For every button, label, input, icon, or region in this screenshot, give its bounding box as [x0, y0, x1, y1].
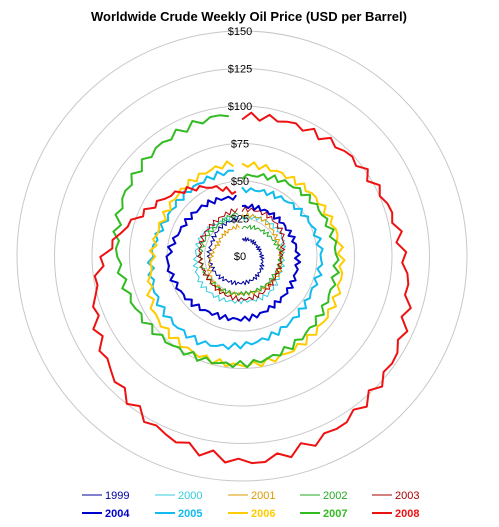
- legend-label: 2006: [251, 508, 275, 520]
- legend-item-2007: 2007: [300, 508, 347, 520]
- radial-tick-label: $50: [231, 176, 249, 188]
- radial-tick-label: $150: [228, 26, 252, 38]
- series-line-2003: [197, 206, 286, 302]
- legend-item-2004: 2004: [82, 508, 130, 520]
- legend-label: 1999: [105, 490, 129, 502]
- grid-ring-3: [129, 143, 355, 369]
- legend-item-2005: 2005: [155, 508, 202, 520]
- series-line-2007: [112, 114, 340, 369]
- legend-item-2008: 2008: [372, 508, 419, 520]
- grid-ring-6: [16, 30, 468, 482]
- series-line-2000: [192, 215, 287, 305]
- radial-tick-label: $125: [228, 64, 252, 76]
- radial-tick-label: $25: [231, 214, 249, 226]
- series-line-2008: [92, 111, 412, 465]
- series-line-2005: [146, 169, 324, 350]
- legend-item-2000: 2000: [155, 490, 202, 502]
- series-line-2004: [165, 194, 302, 322]
- legend-label: 2001: [251, 490, 275, 502]
- legend-item-2006: 2006: [228, 508, 275, 520]
- legend-label: 2000: [178, 490, 202, 502]
- radial-tick-label: $100: [228, 101, 252, 113]
- legend-label: 2004: [105, 508, 130, 520]
- legend-item-2001: 2001: [228, 490, 275, 502]
- series-line-2002: [198, 212, 284, 297]
- legend-label: 2002: [323, 490, 347, 502]
- radial-ticks: $0 $25 $50 $75 $100 $125 $150: [228, 26, 252, 263]
- legend-label: 2008: [395, 508, 419, 520]
- radial-tick-label: $75: [231, 139, 249, 151]
- grid-ring-5: [54, 68, 430, 444]
- series-group: [92, 111, 412, 465]
- legend: 1999 2000 2001 2002 2003 2004 2005 2006 2007 2008: [82, 490, 419, 520]
- radial-grid: [16, 30, 468, 482]
- series-line-1999: [206, 216, 265, 286]
- legend-label: 2003: [395, 490, 419, 502]
- legend-item-2003: 2003: [372, 490, 419, 502]
- legend-item-1999: 1999: [82, 490, 129, 502]
- chart-title: Worldwide Crude Weekly Oil Price (USD pe…: [91, 9, 407, 24]
- legend-item-2002: 2002: [300, 490, 347, 502]
- series-line-2001: [206, 212, 284, 297]
- radial-tick-label: $0: [234, 251, 246, 263]
- legend-label: 2007: [323, 508, 347, 520]
- legend-label: 2005: [178, 508, 202, 520]
- grid-ring-4: [91, 105, 393, 407]
